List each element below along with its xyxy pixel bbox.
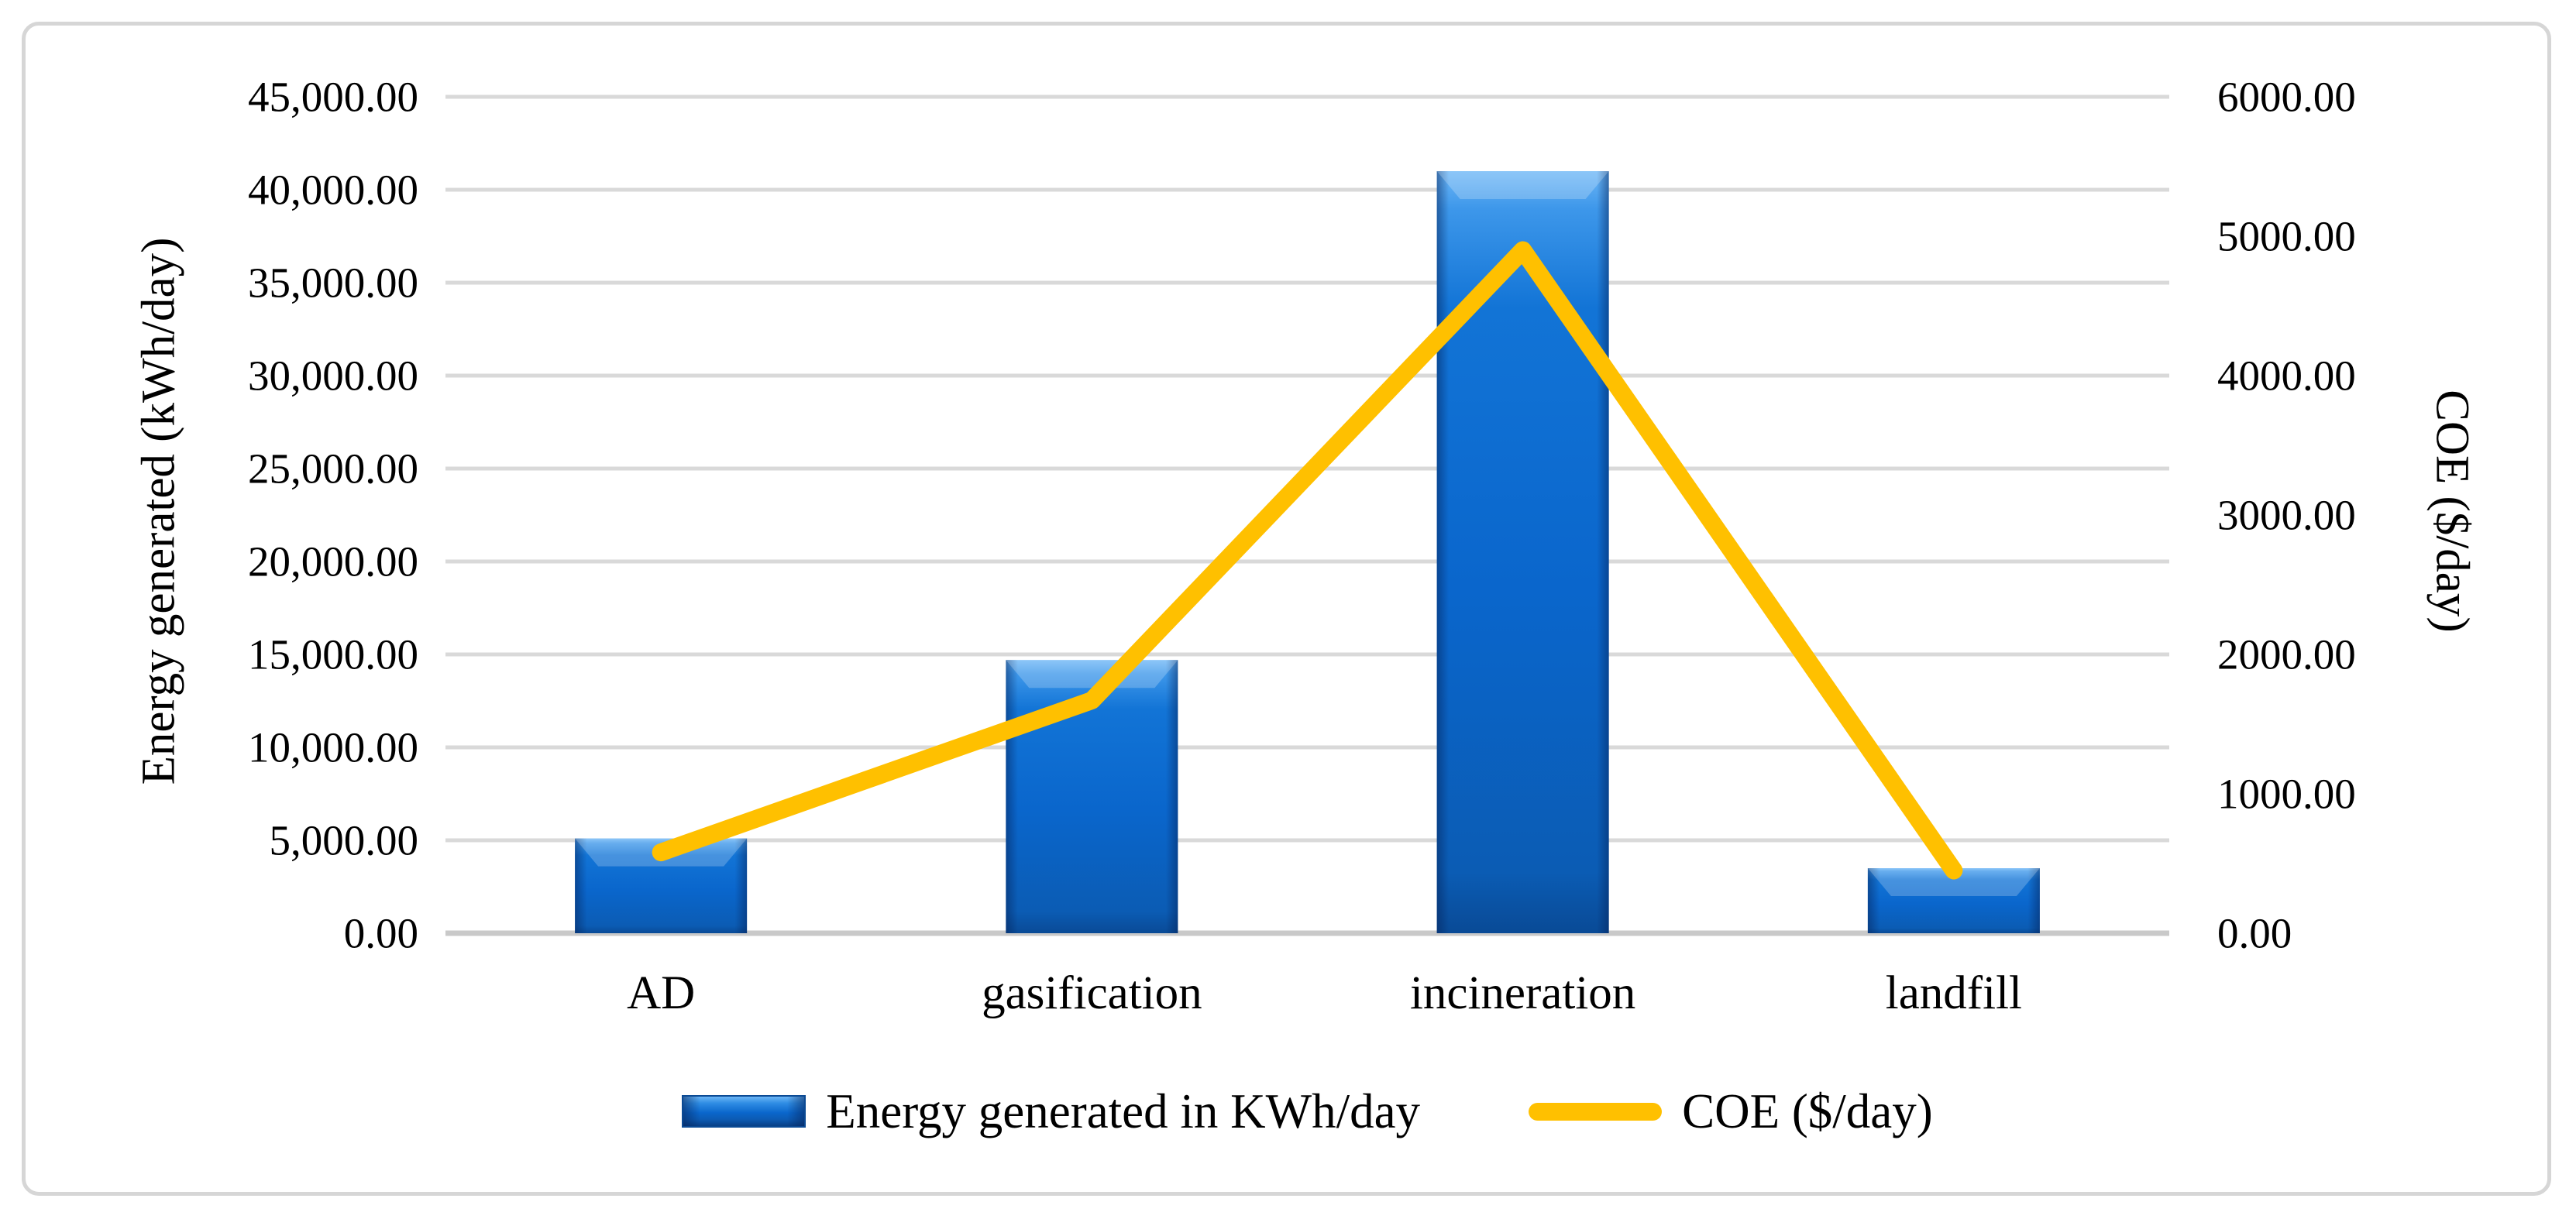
bar-landfill — [1867, 868, 2040, 933]
left-axis-tick-label: 0.00 — [343, 909, 418, 957]
left-axis-tick-label: 30,000.00 — [248, 352, 418, 400]
bar-incineration — [1436, 171, 1609, 933]
right-axis-tick-label: 1000.00 — [2217, 770, 2356, 818]
left-axis-tick-label: 40,000.00 — [248, 166, 418, 214]
line-series — [652, 241, 1963, 880]
left-axis-tick-label: 5,000.00 — [269, 816, 419, 864]
left-axis-tick-label: 25,000.00 — [248, 445, 418, 493]
left-axis-tick-label: 20,000.00 — [248, 537, 418, 585]
right-axis-tick-label: 5000.00 — [2217, 212, 2356, 260]
left-axis-tick-label: 15,000.00 — [248, 630, 418, 678]
bar-series-swatch-icon — [682, 1095, 807, 1128]
category-label-gasification: gasification — [982, 967, 1202, 1019]
category-label-AD: AD — [627, 967, 696, 1019]
line-series-swatch-icon — [1529, 1102, 1663, 1121]
right-axis-title: COE ($/day) — [2426, 390, 2478, 633]
legend-line-label: COE ($/day) — [1682, 1083, 1933, 1138]
left-axis-tick-label: 45,000.00 — [248, 73, 418, 121]
chart-frame — [22, 22, 2551, 1196]
category-label-landfill: landfill — [1885, 967, 2022, 1019]
bar-series — [575, 171, 2040, 933]
legend-bar-label: Energy generated in KWh/day — [826, 1083, 1421, 1138]
coe-line — [652, 241, 1963, 880]
left-axis-title: Energy generated (kWh/day) — [132, 237, 185, 785]
right-axis-tick-label: 2000.00 — [2217, 630, 2356, 678]
legend: Energy generated in KWh/day COE ($/day) — [445, 1076, 2169, 1146]
right-axis-tick-label: 0.00 — [2217, 909, 2292, 957]
left-axis-tick-label: 35,000.00 — [248, 259, 418, 307]
right-axis-tick-label: 6000.00 — [2217, 73, 2356, 121]
right-axis-tick-label: 4000.00 — [2217, 352, 2356, 400]
right-axis-tick-label: 3000.00 — [2217, 491, 2356, 539]
left-axis-tick-label: 10,000.00 — [248, 723, 418, 771]
category-label-incineration: incineration — [1409, 967, 1636, 1019]
